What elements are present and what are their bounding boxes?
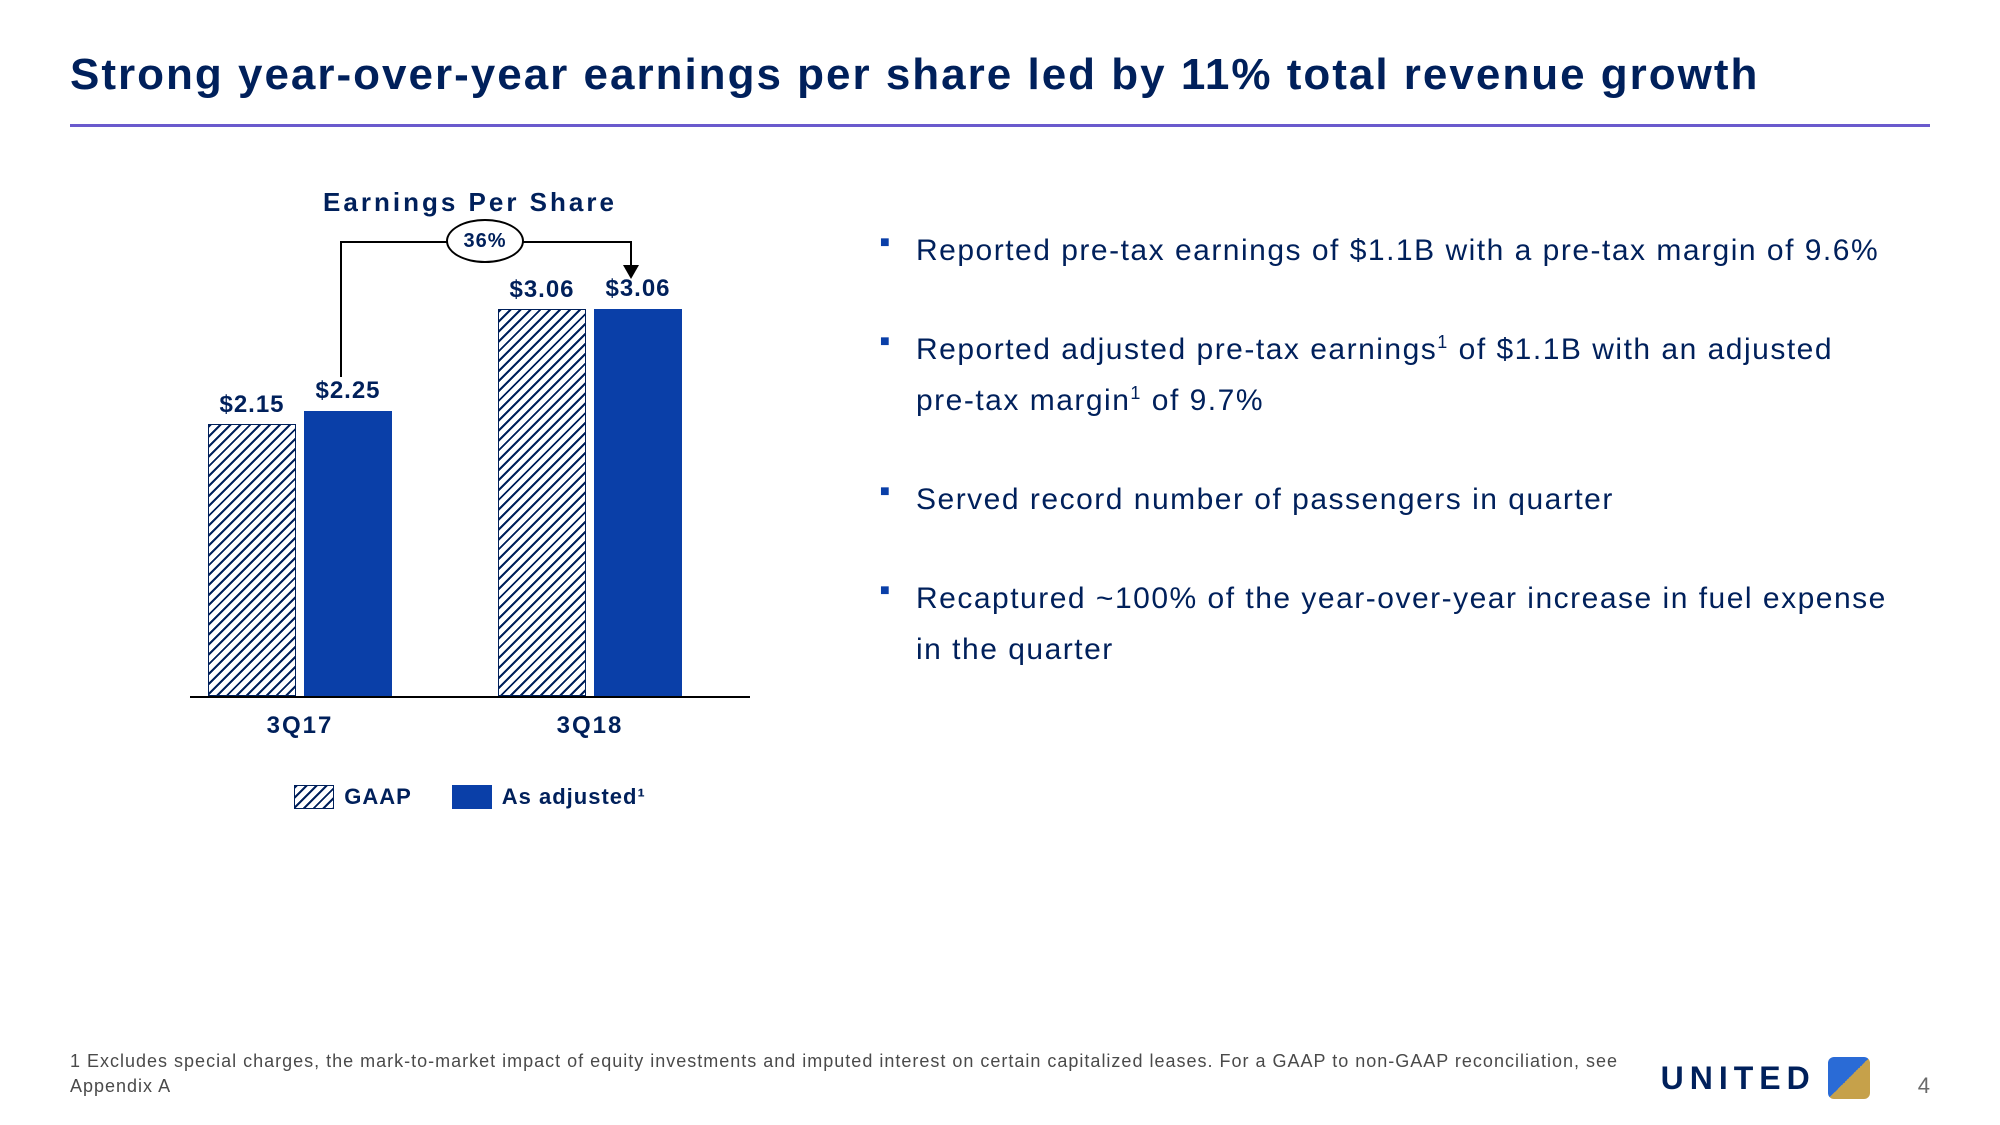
globe-icon — [1828, 1057, 1870, 1099]
bridge-right-segment — [630, 241, 632, 265]
bar-value-label: $2.15 — [219, 391, 284, 419]
brand-name: UNITED — [1661, 1060, 1816, 1097]
footnote-text: 1 Excludes special charges, the mark-to-… — [70, 1049, 1631, 1099]
legend-item: As adjusted¹ — [452, 784, 646, 810]
x-axis-label: 3Q18 — [490, 712, 690, 740]
bullet-item: Recaptured ~100% of the year-over-year i… — [880, 573, 1890, 675]
bridge-left-segment — [340, 241, 342, 377]
x-axis-labels: 3Q17 3Q18 — [190, 712, 750, 740]
chart-column: Earnings Per Share $2.15$2.25$3.06$3.063… — [160, 187, 780, 810]
growth-percent-label: 36% — [446, 219, 524, 263]
bar: $2.15 — [208, 424, 296, 696]
slide-title: Strong year-over-year earnings per share… — [70, 50, 1930, 100]
bar: $3.06 — [498, 309, 586, 696]
slide-footer: 1 Excludes special charges, the mark-to-… — [70, 1049, 1930, 1099]
chart-title: Earnings Per Share — [160, 187, 780, 218]
arrowhead-icon — [623, 265, 639, 279]
bullet-item: Served record number of passengers in qu… — [880, 474, 1890, 525]
content-row: Earnings Per Share $2.15$2.25$3.06$3.063… — [70, 187, 1930, 810]
x-axis-label: 3Q17 — [200, 712, 400, 740]
legend-item: GAAP — [294, 784, 412, 810]
title-rule — [70, 124, 1930, 127]
bar-chart-plot: $2.15$2.25$3.06$3.0636% — [190, 268, 750, 698]
bar-value-label: $3.06 — [509, 276, 574, 304]
bullet-list: Reported pre-tax earnings of $1.1B with … — [880, 187, 1930, 810]
page-number: 4 — [1918, 1073, 1930, 1099]
legend-swatch — [294, 785, 334, 809]
bullet-item: Reported pre-tax earnings of $1.1B with … — [880, 225, 1890, 276]
legend-swatch — [452, 785, 492, 809]
chart-legend: GAAP As adjusted¹ — [160, 784, 780, 810]
bar-value-label: $2.25 — [315, 377, 380, 405]
bullet-item: Reported adjusted pre-tax earnings1 of $… — [880, 324, 1890, 426]
brand-logo: UNITED — [1661, 1057, 1870, 1099]
bar-group: $2.15$2.25 — [200, 411, 400, 696]
bar-group: $3.06$3.06 — [490, 309, 690, 696]
bar-value-label: $3.06 — [605, 275, 670, 303]
bar: $2.25 — [304, 411, 392, 696]
legend-label: As adjusted¹ — [502, 784, 646, 810]
legend-label: GAAP — [344, 784, 412, 810]
bar: $3.06 — [594, 309, 682, 696]
